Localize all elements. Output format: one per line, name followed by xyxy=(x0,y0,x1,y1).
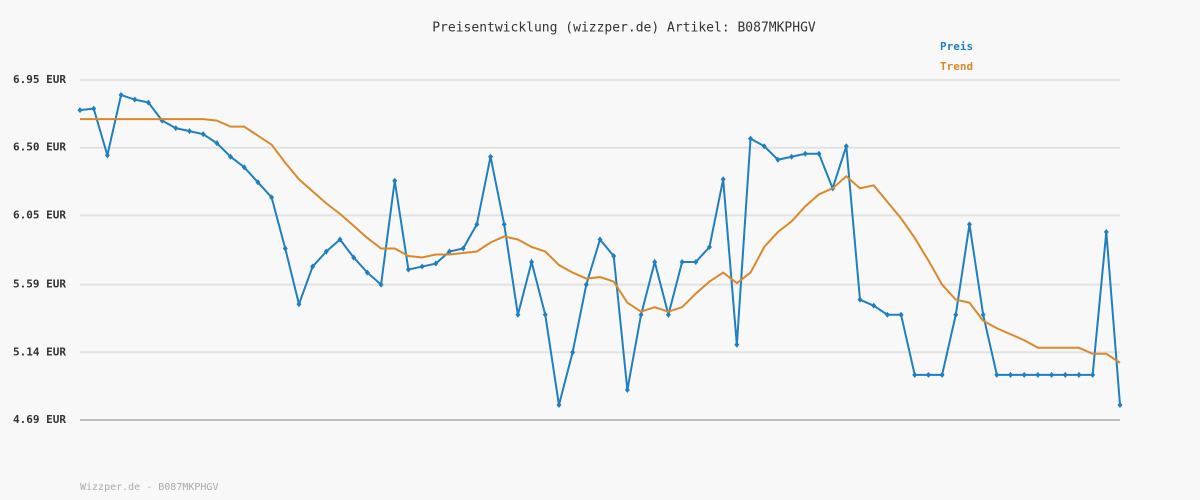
point xyxy=(529,259,535,266)
y-tick-label: 4.69 EUR xyxy=(13,413,66,426)
legend-label: Preis xyxy=(940,40,973,53)
chart-title: Preisentwicklung (wizzper.de) Artikel: B… xyxy=(432,21,816,36)
point xyxy=(939,371,945,378)
point xyxy=(980,311,986,318)
y-tick-label: 5.59 EUR xyxy=(13,278,66,291)
point xyxy=(652,259,658,266)
point xyxy=(1049,371,1055,378)
point xyxy=(446,248,452,255)
point xyxy=(405,266,411,273)
point xyxy=(570,349,576,356)
point xyxy=(994,371,1000,378)
point xyxy=(720,176,726,183)
series-line xyxy=(79,93,1121,406)
y-tick-label: 6.50 EUR xyxy=(13,141,66,154)
point xyxy=(775,156,781,163)
point xyxy=(871,302,877,309)
point xyxy=(693,259,699,266)
point xyxy=(734,341,740,348)
point xyxy=(310,263,316,270)
point xyxy=(488,153,494,160)
point xyxy=(925,371,931,378)
point xyxy=(556,401,562,408)
point xyxy=(214,140,220,147)
point xyxy=(1021,371,1027,378)
point xyxy=(1035,371,1041,378)
point xyxy=(282,245,288,252)
point xyxy=(857,296,863,303)
series-line xyxy=(80,118,1121,364)
point xyxy=(392,177,398,184)
point xyxy=(665,311,671,318)
point xyxy=(1117,401,1123,408)
footer: Wizzper.de - B087MKPHGV xyxy=(80,482,218,493)
point xyxy=(200,131,206,138)
point xyxy=(1008,371,1014,378)
point xyxy=(419,263,425,270)
point xyxy=(364,269,370,276)
point xyxy=(145,99,151,106)
point xyxy=(912,371,918,378)
point xyxy=(597,236,603,243)
point xyxy=(1103,228,1109,235)
point xyxy=(789,153,795,160)
point xyxy=(515,311,521,318)
point xyxy=(296,301,302,308)
point xyxy=(953,311,959,318)
y-tick-label: 6.05 EUR xyxy=(13,208,66,221)
point xyxy=(378,281,384,288)
point xyxy=(966,221,972,228)
point xyxy=(91,105,97,112)
point xyxy=(542,311,548,318)
point xyxy=(679,259,685,266)
point xyxy=(474,221,480,228)
point xyxy=(1076,371,1082,378)
legend-label: Trend xyxy=(940,60,973,73)
point xyxy=(337,236,343,243)
point xyxy=(761,143,767,150)
point xyxy=(501,221,507,228)
point xyxy=(241,164,247,171)
point xyxy=(323,248,329,255)
point xyxy=(1090,371,1096,378)
point xyxy=(624,386,630,393)
point xyxy=(706,243,712,250)
point xyxy=(351,254,357,261)
point xyxy=(1062,371,1068,378)
point xyxy=(433,260,439,267)
point xyxy=(843,143,849,150)
point xyxy=(228,153,234,160)
point xyxy=(77,107,83,114)
y-tick-label: 6.95 EUR xyxy=(13,73,66,86)
point xyxy=(269,194,275,201)
point xyxy=(816,150,822,157)
point xyxy=(460,245,466,252)
point xyxy=(255,179,261,186)
point xyxy=(186,128,192,135)
point xyxy=(132,96,138,103)
point xyxy=(884,311,890,318)
point xyxy=(748,135,754,142)
point xyxy=(802,150,808,157)
point xyxy=(104,152,110,159)
point xyxy=(118,92,124,99)
point xyxy=(583,281,589,288)
point xyxy=(898,311,904,318)
point xyxy=(638,311,644,318)
point xyxy=(611,253,617,260)
point xyxy=(173,125,179,132)
y-tick-label: 5.14 EUR xyxy=(13,345,66,358)
